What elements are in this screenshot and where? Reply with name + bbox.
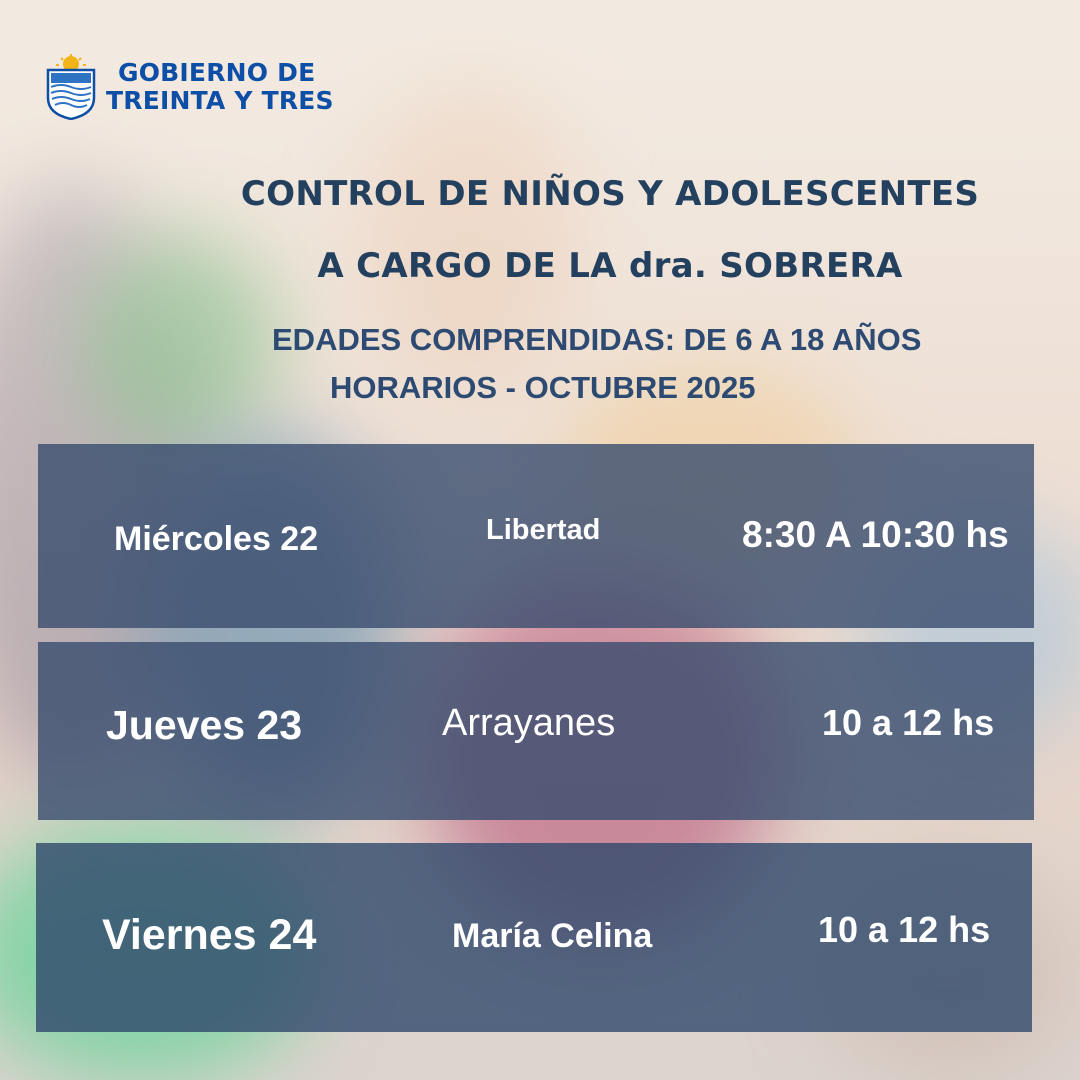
- crest-icon: [46, 54, 96, 120]
- logo-line-1: GOBIERNO DE: [118, 58, 316, 87]
- row-day: Viernes 24: [102, 911, 317, 959]
- ages-subtitle: EDADES COMPRENDIDAS: DE 6 A 18 AÑOS: [272, 322, 922, 357]
- row-time: 8:30 A 10:30 hs: [742, 514, 1009, 555]
- schedule-row: Viernes 24 María Celina 10 a 12 hs: [36, 843, 1032, 1032]
- row-place: Arrayanes: [442, 702, 616, 744]
- row-place: María Celina: [452, 917, 653, 955]
- government-logo: GOBIERNO DE TREINTA Y TRES: [44, 54, 334, 120]
- row-day: Miércoles 22: [114, 520, 319, 558]
- schedule-subtitle: HORARIOS - OCTUBRE 2025: [330, 370, 756, 405]
- page-title: CONTROL DE NIÑOS Y ADOLESCENTES: [240, 174, 980, 214]
- logo-line-2: TREINTA Y TRES: [106, 86, 334, 115]
- schedule-row: Miércoles 22 Libertad 8:30 A 10:30 hs: [38, 444, 1034, 628]
- row-day: Jueves 23: [106, 702, 303, 748]
- row-time: 10 a 12 hs: [818, 909, 991, 950]
- page-title-doctor: A CARGO DE LA dra. SOBRERA: [317, 246, 903, 286]
- row-time: 10 a 12 hs: [822, 702, 995, 743]
- row-place: Libertad: [486, 514, 601, 546]
- schedule-row: Jueves 23 Arrayanes 10 a 12 hs: [38, 642, 1034, 820]
